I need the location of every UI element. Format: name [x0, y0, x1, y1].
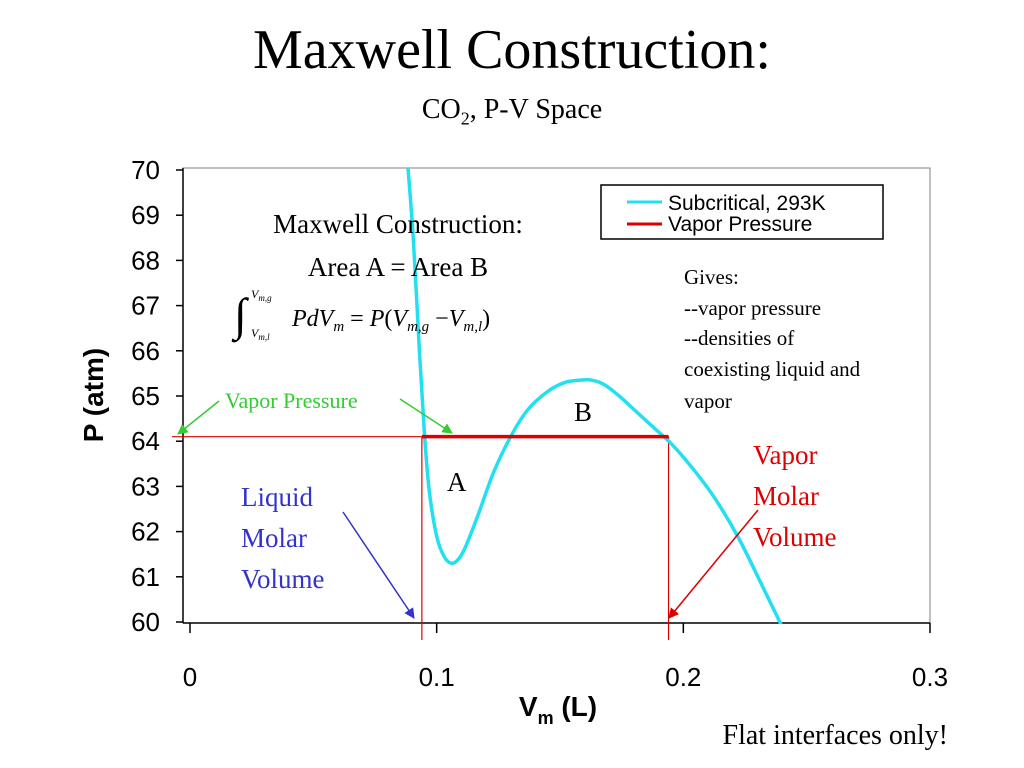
integral-upper-limit: Vm,g	[251, 287, 272, 303]
slide-title: Maxwell Construction:	[253, 19, 771, 81]
subtitle-rest: , P-V Space	[469, 94, 603, 125]
legend-entry-vapor-pressure: Vapor Pressure	[668, 213, 812, 236]
integral-lower-limit: Vm,l	[251, 326, 270, 342]
vapor-pressure-arrow-left	[177, 400, 220, 435]
gives-item: vapor	[684, 389, 732, 413]
series-line-subcritical	[406, 168, 783, 624]
x-axis-label-rest: (L)	[554, 691, 598, 722]
x-axis-label: Vm (L)	[519, 691, 597, 728]
integral-body: PdVm = P(Vm,g −Vm,l)	[291, 306, 490, 335]
maxwell-integral: ∫ Vm,g Vm,l PdVm = P(Vm,g −Vm,l)	[231, 287, 490, 343]
y-axis-label: P (atm)	[78, 348, 109, 442]
x-tick-label: 0.3	[912, 662, 948, 692]
vapor-label-line: Molar	[753, 481, 819, 511]
vapor-pressure-annotation: Vapor Pressure	[225, 388, 358, 413]
liquid-volume-arrow	[342, 511, 415, 619]
y-axis-ticks: 60 61 62 63 64 65 66 67 68 69 70	[131, 155, 183, 637]
x-tick-label: 0	[183, 662, 197, 692]
area-a-label: A	[447, 467, 467, 497]
subtitle-sub: 2	[460, 108, 470, 129]
x-axis-label-main: V	[519, 691, 538, 722]
maxwell-box-title: Maxwell Construction:	[273, 209, 523, 239]
subtitle-main: CO	[421, 94, 461, 125]
y-tick-label: 63	[131, 471, 160, 501]
y-tick-label: 64	[131, 426, 160, 456]
y-tick-label: 66	[131, 336, 160, 366]
liquid-label-line: Molar	[241, 523, 307, 553]
molar-volume-lines	[172, 436, 670, 640]
vapor-pressure-arrow-right	[399, 398, 453, 434]
gives-item: --densities of	[684, 326, 794, 350]
legend-box	[600, 184, 884, 240]
y-tick-label: 70	[131, 155, 160, 185]
x-tick-label: 0.1	[419, 662, 455, 692]
area-b-label: B	[574, 397, 592, 427]
gives-item: coexisting liquid and	[684, 357, 861, 381]
x-axis-label-sub: m	[538, 708, 554, 728]
y-tick-label: 69	[131, 200, 160, 230]
y-tick-label: 62	[131, 517, 160, 547]
y-tick-label: 67	[131, 291, 160, 321]
slide-subtitle: CO2, P-V Space	[0, 94, 1024, 130]
vapor-volume-arrow	[668, 509, 759, 619]
x-tick-label: 0.2	[665, 662, 701, 692]
y-tick-label: 60	[131, 607, 160, 637]
gives-title: Gives:	[684, 265, 739, 289]
integral-sign-icon: ∫	[231, 289, 249, 343]
vapor-label-line: Vapor	[753, 440, 817, 470]
gives-item: --vapor pressure	[684, 296, 821, 320]
maxwell-box-equality: Area A = Area B	[308, 252, 488, 282]
y-tick-label: 68	[131, 245, 160, 275]
liquid-label-line: Liquid	[241, 482, 313, 512]
y-tick-label: 61	[131, 562, 160, 592]
legend-entry-subcritical: Subcritical, 293K	[668, 192, 826, 215]
vapor-label-line: Volume	[753, 522, 837, 552]
liquid-label-line: Volume	[241, 564, 325, 594]
slide-footer: Flat interfaces only!	[722, 720, 948, 751]
y-tick-label: 65	[131, 381, 160, 411]
series	[406, 168, 783, 624]
x-axis-ticks: 0 0.1 0.2 0.3	[183, 623, 948, 692]
legend: Subcritical, 293K Vapor Pressure	[600, 184, 884, 240]
